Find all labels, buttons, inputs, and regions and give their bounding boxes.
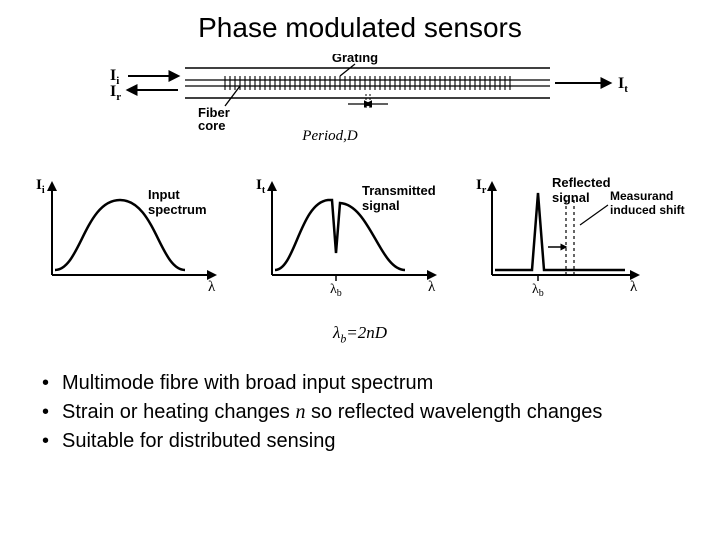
bullet-1: Multimode fibre with broad input spectru…: [40, 370, 690, 397]
svg-text:It: It: [618, 75, 628, 95]
svg-text:Ir: Ir: [110, 83, 121, 103]
page-title: Phase modulated sensors: [30, 12, 690, 44]
bullet-2: Strain or heating changes n so reflected…: [40, 399, 690, 426]
reflected-signal-label: Reflectedsignal: [552, 175, 611, 205]
plot-reflected: Ir λ λb Reflectedsignal Measurandinduced…: [470, 175, 690, 305]
svg-text:λb: λb: [330, 282, 342, 299]
plot-input: Ii λ Inputspectrum: [30, 175, 230, 305]
svg-text:Ir: Ir: [476, 177, 487, 196]
bullet-3: Suitable for distributed sensing: [40, 428, 690, 455]
transmitted-signal-label: Transmittedsignal: [362, 183, 436, 213]
measurand-shift-label: Measurandinduced shift: [610, 189, 685, 217]
svg-text:Ii: Ii: [36, 177, 45, 196]
bragg-formula: λb=2nD: [30, 323, 690, 346]
svg-text:λ: λ: [630, 279, 638, 295]
svg-text:λ: λ: [428, 279, 436, 295]
input-spectrum-label: Inputspectrum: [148, 187, 207, 217]
svg-text:It: It: [256, 177, 266, 196]
svg-text:λ: λ: [208, 279, 216, 295]
grating-label: Grating: [332, 54, 378, 65]
fiber-core-label-l2: core: [198, 118, 225, 132]
fiber-grating-diagram: Ii Ir Grating Fiber core It: [80, 54, 640, 132]
plots-row: Ii λ Inputspectrum It λ λb Transmittedsi…: [30, 175, 690, 305]
period-label: Period,D: [0, 128, 690, 145]
plot-transmitted: It λ λb Transmittedsignal: [250, 175, 450, 305]
bullet-list: Multimode fibre with broad input spectru…: [40, 370, 690, 455]
svg-text:λb: λb: [532, 282, 544, 299]
